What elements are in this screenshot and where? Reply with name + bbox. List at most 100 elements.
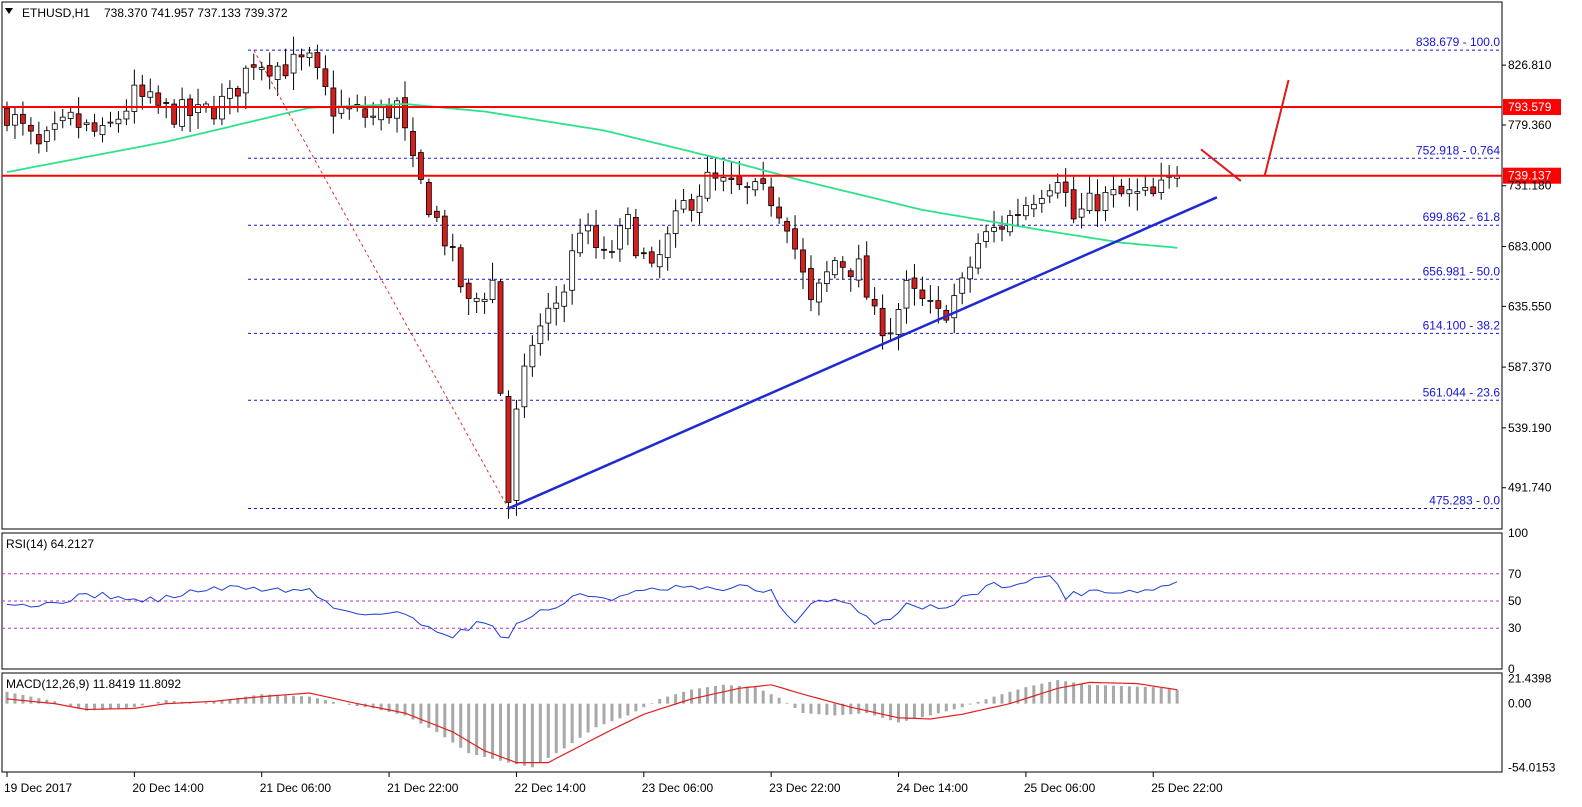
time-tick-label: 20 Dec 14:00 bbox=[132, 781, 204, 795]
price-tick-label: 491.740 bbox=[1508, 481, 1552, 495]
candle bbox=[1150, 177, 1157, 197]
candle bbox=[314, 44, 321, 80]
candle bbox=[1015, 198, 1021, 227]
candle-body-bear bbox=[792, 228, 798, 250]
candle-body-bull bbox=[720, 177, 727, 182]
candle bbox=[1126, 178, 1133, 207]
candle bbox=[67, 107, 74, 126]
rsi-tick-label: 100 bbox=[1508, 526, 1528, 540]
candle-body-bear bbox=[314, 52, 321, 68]
candle bbox=[497, 279, 504, 396]
candle-body-bull bbox=[513, 408, 520, 501]
candle bbox=[449, 233, 456, 262]
candle bbox=[1158, 162, 1165, 200]
candle-body-bear bbox=[465, 282, 472, 299]
candle-body-bull bbox=[51, 123, 58, 130]
candle bbox=[394, 97, 400, 133]
fib-level-label: 838.679 - 100.0 bbox=[1416, 35, 1500, 49]
macd-panel: MACD(12,26,9) 11.8419 11.8092 21.4398 0.00… bbox=[5, 671, 1556, 774]
candle bbox=[624, 207, 631, 246]
time-axis: 19 Dec 2017 20 Dec 14:00 21 Dec 06:00 21 De… bbox=[4, 772, 1223, 795]
candle bbox=[258, 61, 265, 81]
candle-body-bear bbox=[20, 113, 26, 124]
candle bbox=[999, 215, 1005, 242]
candle-body-bull bbox=[577, 232, 584, 254]
candle bbox=[1038, 189, 1045, 213]
candle-body-bear bbox=[298, 54, 305, 58]
candle-body-bull bbox=[147, 91, 154, 98]
candle bbox=[768, 177, 775, 217]
candle bbox=[553, 286, 560, 326]
candle-body-bear bbox=[282, 64, 289, 77]
candle bbox=[1078, 192, 1085, 229]
candle bbox=[457, 244, 464, 293]
candle-body-bull bbox=[991, 227, 997, 232]
candle-body-bear bbox=[601, 248, 607, 251]
candle bbox=[632, 208, 639, 259]
candle-body-bear bbox=[163, 102, 170, 104]
candle-body-bear bbox=[736, 176, 743, 186]
fib-level-label: 561.044 - 23.6 bbox=[1423, 385, 1501, 399]
candle bbox=[672, 199, 679, 248]
candle bbox=[656, 239, 663, 279]
candle-body-bull bbox=[831, 260, 838, 276]
candle bbox=[617, 218, 623, 262]
candle bbox=[744, 182, 751, 205]
macd-signal-line bbox=[6, 681, 1178, 764]
panel-frame-0 bbox=[1, 1, 1503, 530]
candle-body-bull bbox=[744, 186, 751, 188]
candle bbox=[688, 193, 695, 222]
candle-body-bull bbox=[959, 277, 966, 294]
candle-body-bull bbox=[983, 231, 989, 242]
candlesticks bbox=[4, 36, 1181, 519]
candle-body-bear bbox=[640, 252, 647, 255]
candle-body-bull bbox=[617, 225, 623, 250]
candle-body-bull bbox=[203, 103, 209, 107]
candle-body-bull bbox=[1126, 189, 1133, 195]
candle-body-bear bbox=[768, 186, 775, 207]
candle-body-bear bbox=[35, 134, 42, 145]
candle-body-bear bbox=[1150, 186, 1157, 195]
triangle-down-icon[interactable] bbox=[5, 8, 13, 14]
time-tick-label: 19 Dec 2017 bbox=[4, 781, 72, 795]
time-tick-label: 24 Dec 14:00 bbox=[897, 781, 969, 795]
candle-body-bull bbox=[43, 130, 50, 142]
time-tick-label: 21 Dec 22:00 bbox=[387, 781, 459, 795]
candle-body-bull bbox=[1102, 191, 1109, 211]
candle bbox=[816, 279, 822, 316]
candle bbox=[418, 149, 424, 185]
candle-body-bull bbox=[394, 100, 400, 119]
resistance-price-label: 793.579 bbox=[1508, 100, 1552, 114]
candle bbox=[983, 224, 989, 248]
candle-body-bear bbox=[863, 255, 870, 298]
candle bbox=[1118, 179, 1125, 197]
candle-body-bull bbox=[131, 84, 138, 112]
candle bbox=[115, 111, 122, 133]
candle bbox=[927, 285, 934, 314]
chart-header: ETHUSD,H1 738.370 741.957 737.133 739.37… bbox=[5, 6, 288, 20]
rsi-line bbox=[6, 575, 1178, 639]
candle-body-bull bbox=[816, 282, 822, 303]
candle bbox=[800, 238, 806, 290]
candle-body-bear bbox=[1015, 214, 1021, 216]
candle bbox=[951, 283, 958, 334]
candle-body-bear bbox=[418, 152, 424, 180]
fib-level-label: 699.862 - 61.8 bbox=[1423, 210, 1501, 224]
candle-body-bull bbox=[903, 279, 910, 309]
rsi-tick-label: 70 bbox=[1508, 567, 1522, 581]
candle-body-bull bbox=[115, 118, 122, 125]
candle bbox=[306, 46, 313, 67]
fib-level-label: 752.918 - 0.764 bbox=[1416, 143, 1500, 157]
price-tick-label: 731.180 bbox=[1508, 179, 1552, 193]
candle bbox=[823, 261, 830, 292]
candle-body-bear bbox=[410, 131, 416, 156]
symbol-label: ETHUSD,H1 bbox=[22, 6, 90, 20]
candle-body-bear bbox=[497, 281, 504, 394]
candle-body-bear bbox=[155, 92, 162, 106]
rsi-panel: RSI(14) 64.2127 100 70 50 30 0 bbox=[2, 526, 1528, 676]
candle-body-bull bbox=[274, 65, 281, 80]
candle-body-bull bbox=[1046, 190, 1053, 197]
candle bbox=[895, 303, 902, 351]
candle-body-bear bbox=[808, 268, 814, 300]
resistance-price-label: 739.137 bbox=[1508, 169, 1552, 183]
